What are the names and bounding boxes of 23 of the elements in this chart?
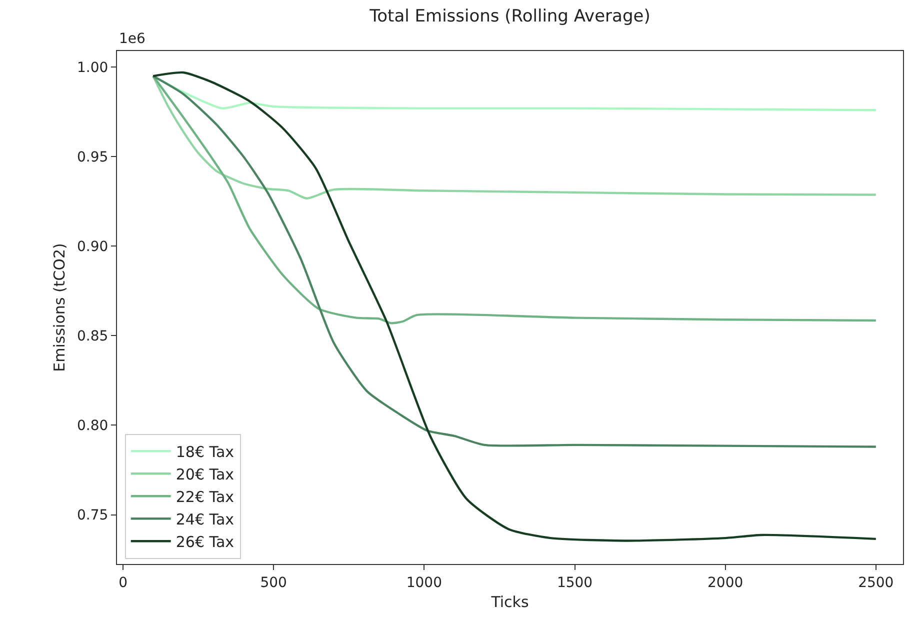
x-tick-label: 2500 xyxy=(858,574,894,591)
chart-title: Total Emissions (Rolling Average) xyxy=(368,6,650,26)
x-tick-label: 2000 xyxy=(708,574,744,591)
line-series xyxy=(152,74,877,324)
y-tick-label: 0.80 xyxy=(77,418,108,434)
y-tick-label: 1.00 xyxy=(77,60,108,76)
legend-label: 20€ Tax xyxy=(176,465,234,484)
legend-label: 22€ Tax xyxy=(176,488,234,506)
text: 1e6 xyxy=(119,31,146,47)
x-tick-label: 1500 xyxy=(556,574,593,591)
line-series xyxy=(152,74,877,200)
x-tick-label: 1000 xyxy=(406,574,442,591)
x-tick-label: 0 xyxy=(118,574,128,591)
legend-label: 26€ Tax xyxy=(176,532,234,551)
y-axis-title: Emissions (tCO2) xyxy=(50,243,68,372)
x-tick-label: 500 xyxy=(260,574,287,591)
y-tick-label: 0.90 xyxy=(77,239,108,256)
legend-label: 24€ Tax xyxy=(176,510,234,528)
y-tick-label: 0.85 xyxy=(77,328,108,345)
y-tick-label: 0.95 xyxy=(77,150,108,166)
y-tick-label: 0.75 xyxy=(77,508,108,524)
legend-label: 18€ Tax xyxy=(176,442,234,461)
x-axis-title: Ticks xyxy=(490,592,529,611)
